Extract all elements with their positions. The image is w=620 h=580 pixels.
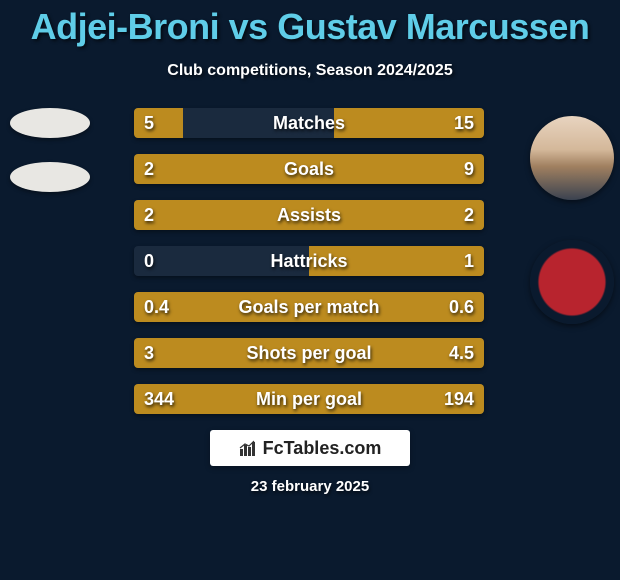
date-label: 23 february 2025 [0, 478, 620, 495]
brand-badge: FcTables.com [210, 430, 410, 466]
stat-label: Shots per goal [134, 343, 484, 364]
brand-icon [239, 439, 259, 457]
player-a-avatar [10, 108, 90, 138]
row-text: 2Assists2 [134, 200, 484, 230]
stat-rows: 5Matches15 2Goals9 2Assists2 0Hattricks1 0.4… [134, 108, 484, 414]
club-b-logo [530, 240, 614, 324]
brand-label: FcTables.com [263, 438, 382, 459]
stat-row: 344Min per goal194 [134, 384, 484, 414]
page-title: Adjei-Broni vs Gustav Marcussen [0, 0, 620, 48]
left-player-avatars [10, 108, 90, 216]
stat-label: Hattricks [134, 251, 484, 272]
stat-row: 0Hattricks1 [134, 246, 484, 276]
stat-row: 0.4Goals per match0.6 [134, 292, 484, 322]
stat-label: Goals [134, 159, 484, 180]
player-b-avatar [530, 116, 614, 200]
stat-row: 5Matches15 [134, 108, 484, 138]
row-text: 0Hattricks1 [134, 246, 484, 276]
club-a-logo [10, 162, 90, 192]
stats-area: 5Matches15 2Goals9 2Assists2 0Hattricks1 0.4… [0, 108, 620, 414]
subtitle: Club competitions, Season 2024/2025 [0, 62, 620, 80]
row-text: 3Shots per goal4.5 [134, 338, 484, 368]
stat-label: Matches [134, 113, 484, 134]
row-text: 0.4Goals per match0.6 [134, 292, 484, 322]
stat-label: Goals per match [134, 297, 484, 318]
stat-row: 3Shots per goal4.5 [134, 338, 484, 368]
stat-row: 2Assists2 [134, 200, 484, 230]
row-text: 344Min per goal194 [134, 384, 484, 414]
stat-row: 2Goals9 [134, 154, 484, 184]
stat-label: Assists [134, 205, 484, 226]
row-text: 2Goals9 [134, 154, 484, 184]
stat-label: Min per goal [134, 389, 484, 410]
right-player-avatars [530, 116, 614, 364]
row-text: 5Matches15 [134, 108, 484, 138]
